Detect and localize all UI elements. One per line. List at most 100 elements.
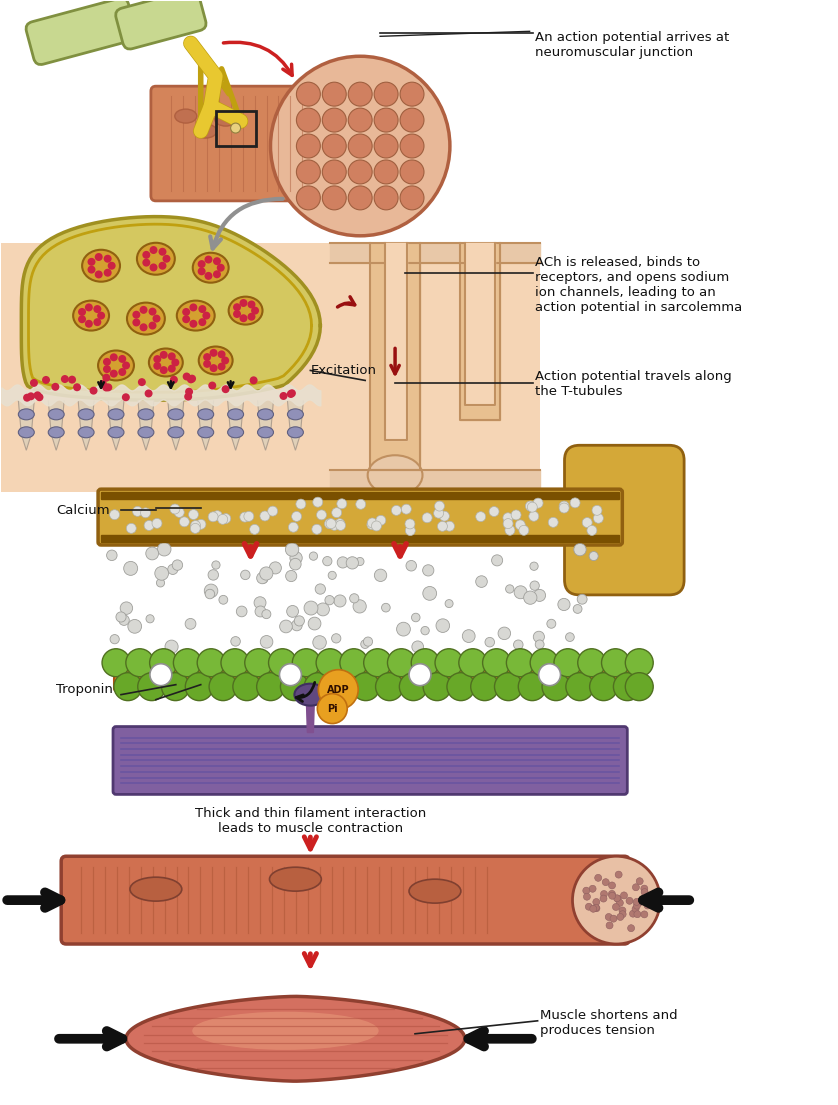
Ellipse shape bbox=[215, 112, 236, 126]
Circle shape bbox=[381, 603, 391, 612]
Circle shape bbox=[230, 636, 241, 646]
Circle shape bbox=[110, 634, 119, 644]
Circle shape bbox=[387, 649, 416, 676]
Circle shape bbox=[280, 620, 292, 633]
Ellipse shape bbox=[73, 301, 109, 330]
Circle shape bbox=[515, 586, 527, 599]
Text: ADP: ADP bbox=[327, 685, 349, 695]
Circle shape bbox=[494, 673, 522, 701]
Circle shape bbox=[548, 517, 558, 527]
Text: Pi: Pi bbox=[327, 704, 338, 714]
Circle shape bbox=[292, 649, 320, 676]
Circle shape bbox=[313, 635, 326, 650]
Circle shape bbox=[573, 604, 582, 613]
Circle shape bbox=[240, 314, 247, 323]
Circle shape bbox=[179, 517, 189, 527]
Circle shape bbox=[140, 324, 147, 332]
Circle shape bbox=[120, 602, 132, 614]
Circle shape bbox=[203, 360, 211, 368]
Circle shape bbox=[34, 391, 42, 399]
Circle shape bbox=[250, 377, 257, 385]
Circle shape bbox=[85, 304, 93, 312]
Circle shape bbox=[644, 902, 651, 909]
Circle shape bbox=[132, 506, 142, 516]
Ellipse shape bbox=[168, 409, 184, 420]
Circle shape bbox=[208, 570, 219, 580]
Circle shape bbox=[199, 305, 206, 313]
Circle shape bbox=[304, 673, 332, 701]
Circle shape bbox=[114, 673, 142, 701]
Circle shape bbox=[323, 186, 346, 210]
Circle shape bbox=[218, 362, 225, 370]
Circle shape bbox=[230, 123, 241, 133]
Ellipse shape bbox=[287, 409, 303, 420]
Circle shape bbox=[233, 303, 241, 312]
Circle shape bbox=[589, 551, 598, 560]
Circle shape bbox=[349, 134, 372, 158]
Circle shape bbox=[122, 361, 130, 369]
Circle shape bbox=[334, 594, 346, 607]
Circle shape bbox=[245, 649, 272, 676]
Circle shape bbox=[411, 649, 439, 676]
Circle shape bbox=[184, 392, 192, 401]
Circle shape bbox=[626, 897, 633, 904]
Circle shape bbox=[641, 885, 648, 892]
Circle shape bbox=[634, 911, 641, 918]
Circle shape bbox=[530, 562, 538, 570]
Circle shape bbox=[633, 884, 639, 891]
Circle shape bbox=[102, 649, 130, 676]
Circle shape bbox=[608, 892, 616, 899]
Circle shape bbox=[570, 498, 580, 508]
Circle shape bbox=[116, 612, 126, 622]
Circle shape bbox=[422, 513, 432, 523]
Circle shape bbox=[185, 388, 193, 396]
Polygon shape bbox=[460, 243, 499, 420]
Circle shape bbox=[634, 898, 640, 905]
Circle shape bbox=[149, 246, 158, 254]
Circle shape bbox=[162, 673, 189, 701]
Circle shape bbox=[335, 518, 344, 528]
Circle shape bbox=[530, 581, 540, 590]
Circle shape bbox=[519, 525, 529, 535]
Circle shape bbox=[437, 522, 447, 532]
Circle shape bbox=[498, 627, 510, 640]
Circle shape bbox=[204, 255, 213, 263]
Circle shape bbox=[364, 649, 391, 676]
Circle shape bbox=[256, 572, 268, 583]
Circle shape bbox=[356, 499, 365, 509]
Circle shape bbox=[401, 504, 411, 514]
Polygon shape bbox=[370, 243, 420, 471]
Circle shape bbox=[204, 272, 213, 280]
Circle shape bbox=[337, 498, 347, 508]
Circle shape bbox=[592, 904, 599, 912]
Circle shape bbox=[104, 383, 112, 391]
Circle shape bbox=[391, 505, 401, 515]
Ellipse shape bbox=[49, 409, 65, 420]
Circle shape bbox=[219, 596, 228, 604]
Circle shape bbox=[435, 649, 463, 676]
Circle shape bbox=[260, 567, 273, 580]
Circle shape bbox=[90, 387, 97, 394]
Circle shape bbox=[353, 600, 366, 613]
Circle shape bbox=[459, 649, 487, 676]
Circle shape bbox=[189, 319, 198, 328]
Circle shape bbox=[141, 508, 151, 518]
Ellipse shape bbox=[198, 409, 214, 420]
Circle shape bbox=[559, 503, 569, 513]
Polygon shape bbox=[18, 400, 34, 450]
Circle shape bbox=[244, 512, 254, 522]
Ellipse shape bbox=[175, 109, 197, 123]
Circle shape bbox=[337, 557, 349, 568]
Circle shape bbox=[93, 305, 101, 313]
Circle shape bbox=[323, 160, 346, 183]
Circle shape bbox=[340, 649, 368, 676]
Circle shape bbox=[514, 640, 523, 650]
Circle shape bbox=[137, 673, 166, 701]
Ellipse shape bbox=[228, 427, 244, 438]
Circle shape bbox=[236, 606, 247, 617]
FancyBboxPatch shape bbox=[114, 659, 641, 675]
Circle shape bbox=[439, 512, 449, 522]
Circle shape bbox=[106, 550, 117, 560]
Circle shape bbox=[617, 899, 623, 906]
Circle shape bbox=[209, 381, 216, 390]
